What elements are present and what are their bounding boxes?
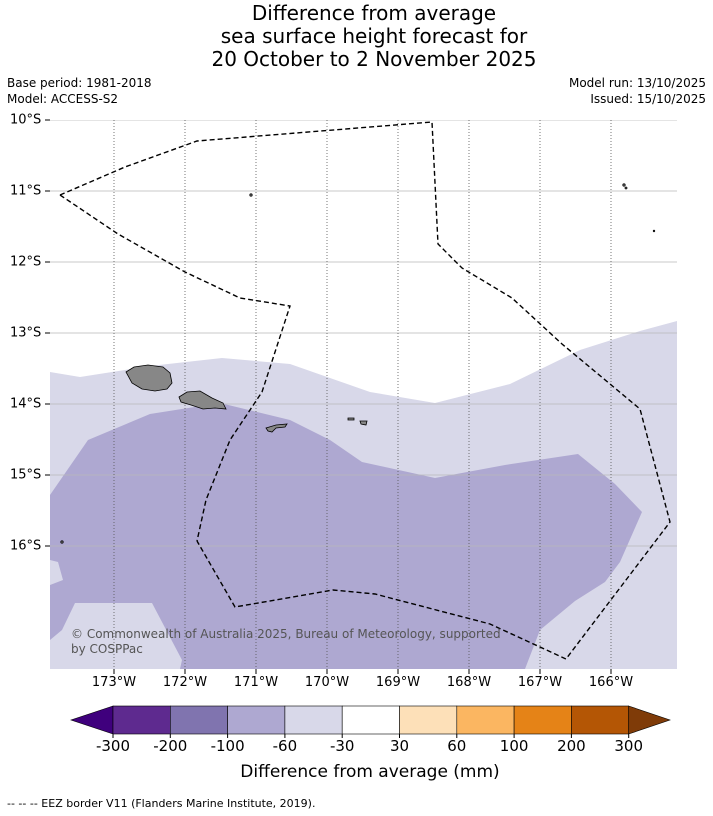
- model-name: Model: ACCESS-S2: [7, 92, 119, 106]
- tutuila-island: [265, 423, 288, 433]
- upolu-island: [178, 390, 227, 410]
- atoll-northeast-2: [624, 186, 628, 190]
- colorbar-segment: [112, 705, 171, 735]
- atoll-northeast-1: [622, 183, 626, 187]
- eez-border-samoa: [59, 194, 291, 542]
- colorbar-tick-label: -300: [95, 737, 131, 755]
- anomaly-band-minus60: [50, 403, 642, 669]
- lon-label: 170°W: [304, 675, 350, 690]
- colorbar-tick-label: 200: [557, 737, 586, 755]
- colorbar-tick-label: -60: [272, 737, 298, 755]
- colorbar-title: Difference from average (mm): [240, 762, 500, 782]
- meta-left: Base period: 1981-2018 Model: ACCESS-S2: [7, 75, 152, 107]
- title-line-1: Difference from average: [251, 1, 497, 25]
- lat-label: 10°S: [10, 112, 42, 128]
- colorbar-segment: [170, 705, 228, 735]
- colorbar-segment: [341, 705, 400, 735]
- latitude-ticks: [45, 119, 50, 547]
- colorbar-segment: [571, 705, 630, 735]
- colorbar-tick-label: -30: [329, 737, 355, 755]
- lat-label: 13°S: [10, 325, 42, 341]
- lat-label: 12°S: [10, 254, 42, 270]
- atoll-east: [652, 229, 656, 233]
- eez-border-american-samoa: [59, 121, 671, 660]
- title-line-3: 20 October to 2 November 2025: [211, 47, 537, 71]
- lon-label: 168°W: [446, 675, 492, 690]
- lat-label: 16°S: [10, 538, 42, 554]
- savaii-island: [125, 364, 173, 392]
- ofu-island: [347, 417, 355, 421]
- colorbar-segment: [227, 705, 286, 735]
- model-run: Model run: 13/10/2025: [568, 76, 706, 90]
- colorbar-tick-label: -200: [153, 737, 188, 755]
- swains-island: [249, 193, 253, 197]
- colorbar-segment: [399, 705, 458, 735]
- map-area: © Commonwealth of Australia 2025, Bureau…: [50, 120, 677, 669]
- lon-label: 173°W: [91, 675, 137, 690]
- base-period: Base period: 1981-2018: [7, 76, 152, 90]
- colorbar-tick-label: 100: [499, 737, 529, 755]
- colorbar-arrow-low: [70, 705, 114, 735]
- lat-label: 14°S: [10, 396, 42, 412]
- colorbar-arrow-high: [628, 705, 671, 735]
- meta-right: Model run: 13/10/2025 Issued: 15/10/2025: [569, 75, 706, 107]
- colorbar-tick-label: -100: [210, 737, 245, 755]
- colorbar-tick-label: 300: [614, 737, 644, 755]
- copyright-line-2: by COSPPac: [71, 642, 143, 656]
- issued-date: Issued: 15/10/2025: [590, 92, 706, 106]
- colorbar-segment: [456, 705, 515, 735]
- latitude-gridlines: [50, 120, 677, 547]
- lat-label: 15°S: [10, 467, 42, 483]
- tau-island: [359, 420, 368, 426]
- colorbar-tick-label: 30: [389, 737, 410, 755]
- atoll-southwest: [60, 540, 64, 544]
- eez-legend: -- -- -- EEZ border V11 (Flanders Marine…: [7, 797, 316, 810]
- colorbar-tick-label: 60: [447, 737, 467, 755]
- lon-label: 166°W: [588, 675, 634, 690]
- copyright-line-1: © Commonwealth of Australia 2025, Bureau…: [71, 627, 501, 641]
- lat-label: 11°S: [10, 183, 42, 199]
- map-title: Difference from average sea surface heig…: [0, 2, 713, 71]
- colorbar: [70, 705, 671, 738]
- lon-label: 172°W: [162, 675, 208, 690]
- longitude-ticks: [113, 669, 612, 674]
- colorbar-segment: [513, 705, 572, 735]
- lon-label: 169°W: [375, 675, 421, 690]
- colorbar-segment: [284, 705, 343, 735]
- lon-label: 171°W: [233, 675, 279, 690]
- land-islands: [60, 183, 656, 544]
- title-line-2: sea surface height forecast for: [220, 24, 528, 48]
- lon-label: 167°W: [517, 675, 563, 690]
